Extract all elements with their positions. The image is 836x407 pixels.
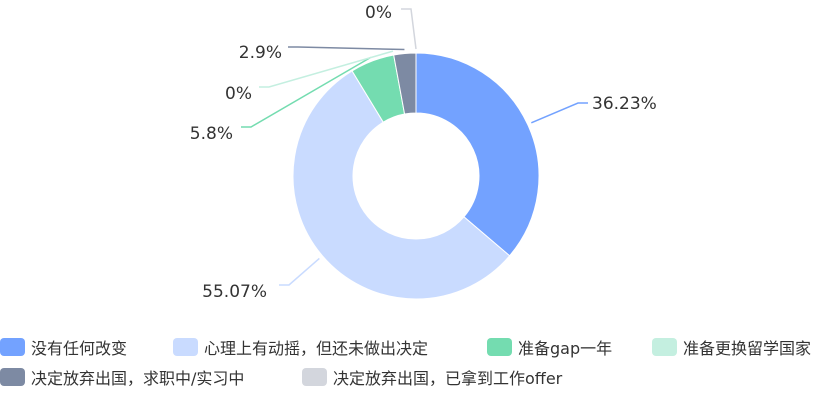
slice-label-change-country: 0% <box>225 84 252 104</box>
slice-label-gap-year: 5.8% <box>190 124 233 144</box>
legend-label-change-country: 准备更换留学国家 <box>683 339 812 358</box>
legend-label-wavering: 心理上有动摇，但还未做出决定 <box>204 339 429 358</box>
legend-label-gap-year: 准备gap一年 <box>518 339 613 358</box>
leader-line-gap-year <box>241 56 372 128</box>
legend-item-change-country[interactable]: 准备更换留学国家 <box>652 336 811 358</box>
slice-job-hunting[interactable] <box>393 52 417 115</box>
leader-line-change-country <box>259 50 394 88</box>
leader-line-job-hunting <box>288 46 405 51</box>
legend-swatch-gap-year <box>487 338 512 356</box>
legend-swatch-job-hunting <box>0 368 25 386</box>
leader-line-wavering <box>279 257 320 286</box>
legend-label-job-offer: 决定放弃出国，已拿到工作offer <box>333 369 563 388</box>
legend-label-no-change: 没有任何改变 <box>31 339 128 358</box>
legend-item-gap-year[interactable]: 准备gap一年 <box>487 336 612 358</box>
slice-no-change[interactable] <box>415 52 540 257</box>
slice-wavering[interactable] <box>292 70 511 300</box>
legend-item-wavering[interactable]: 心理上有动摇，但还未做出决定 <box>173 336 428 358</box>
slice-label-job-offer: 0% <box>365 3 392 23</box>
legend-swatch-change-country <box>652 338 677 356</box>
legend-swatch-job-offer <box>302 368 327 386</box>
legend-swatch-no-change <box>0 338 25 356</box>
leader-line-no-change <box>531 102 588 124</box>
legend-swatch-wavering <box>173 338 198 356</box>
leader-line-job-offer <box>401 8 417 50</box>
slice-label-job-hunting: 2.9% <box>239 43 282 63</box>
legend-item-job-hunting[interactable]: 决定放弃出国，求职中/实习中 <box>0 366 244 388</box>
slice-label-no-change: 36.23% <box>592 94 657 114</box>
legend-item-no-change[interactable]: 没有任何改变 <box>0 336 127 358</box>
legend-item-job-offer[interactable]: 决定放弃出国，已拿到工作offer <box>302 366 562 388</box>
slice-label-wavering: 55.07% <box>202 282 267 302</box>
legend-label-job-hunting: 决定放弃出国，求职中/实习中 <box>31 369 245 388</box>
